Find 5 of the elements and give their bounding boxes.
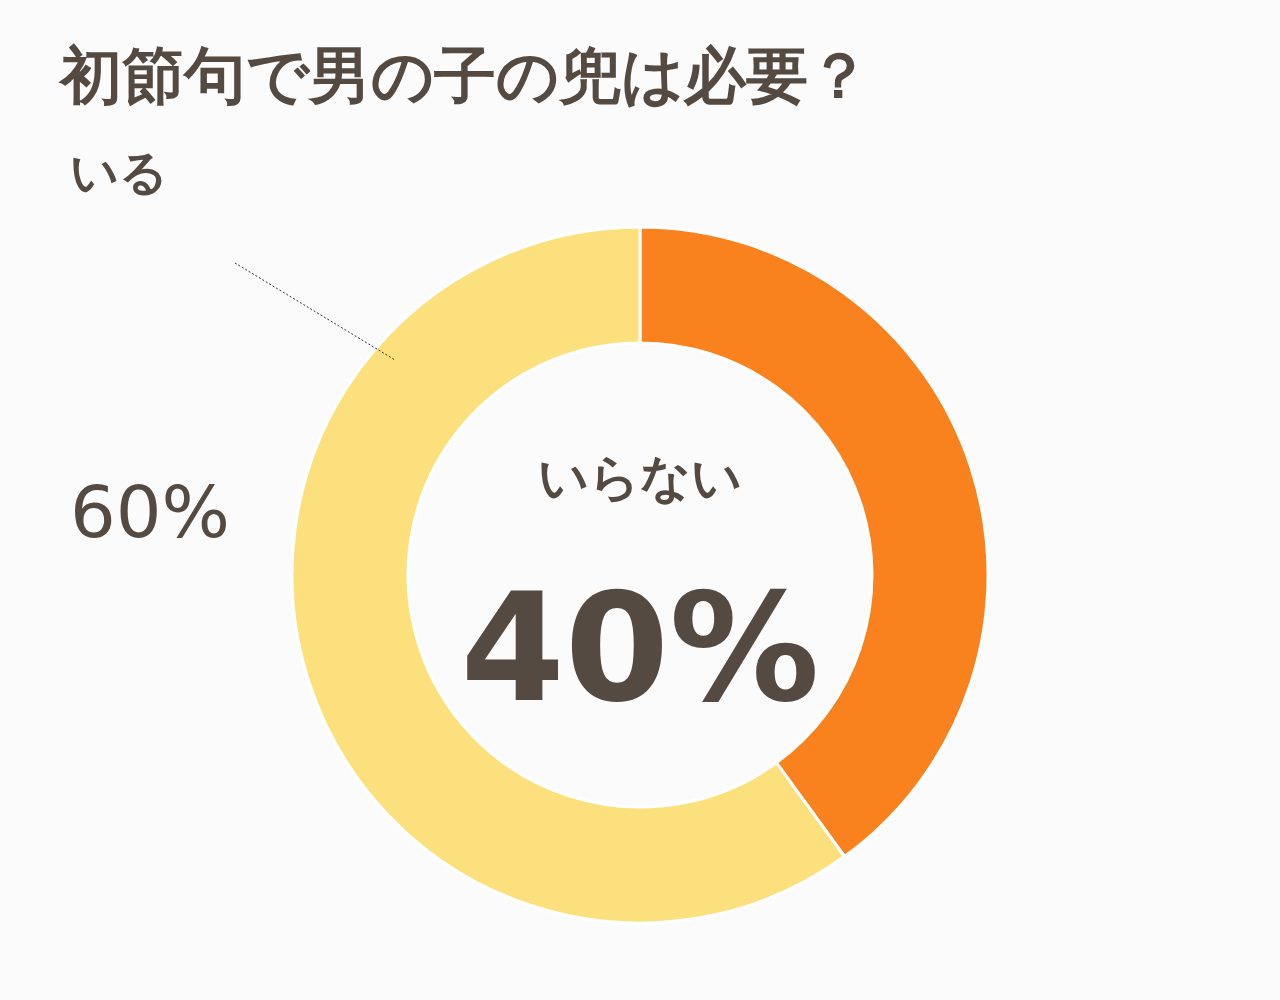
slice-label: いる [70, 144, 168, 200]
chart-title: 初節句で男の子の兜は必要？ [58, 39, 870, 112]
slice-label: いらない [538, 449, 742, 507]
data-label: 40% [460, 561, 820, 735]
data-label: 60% [70, 470, 231, 554]
